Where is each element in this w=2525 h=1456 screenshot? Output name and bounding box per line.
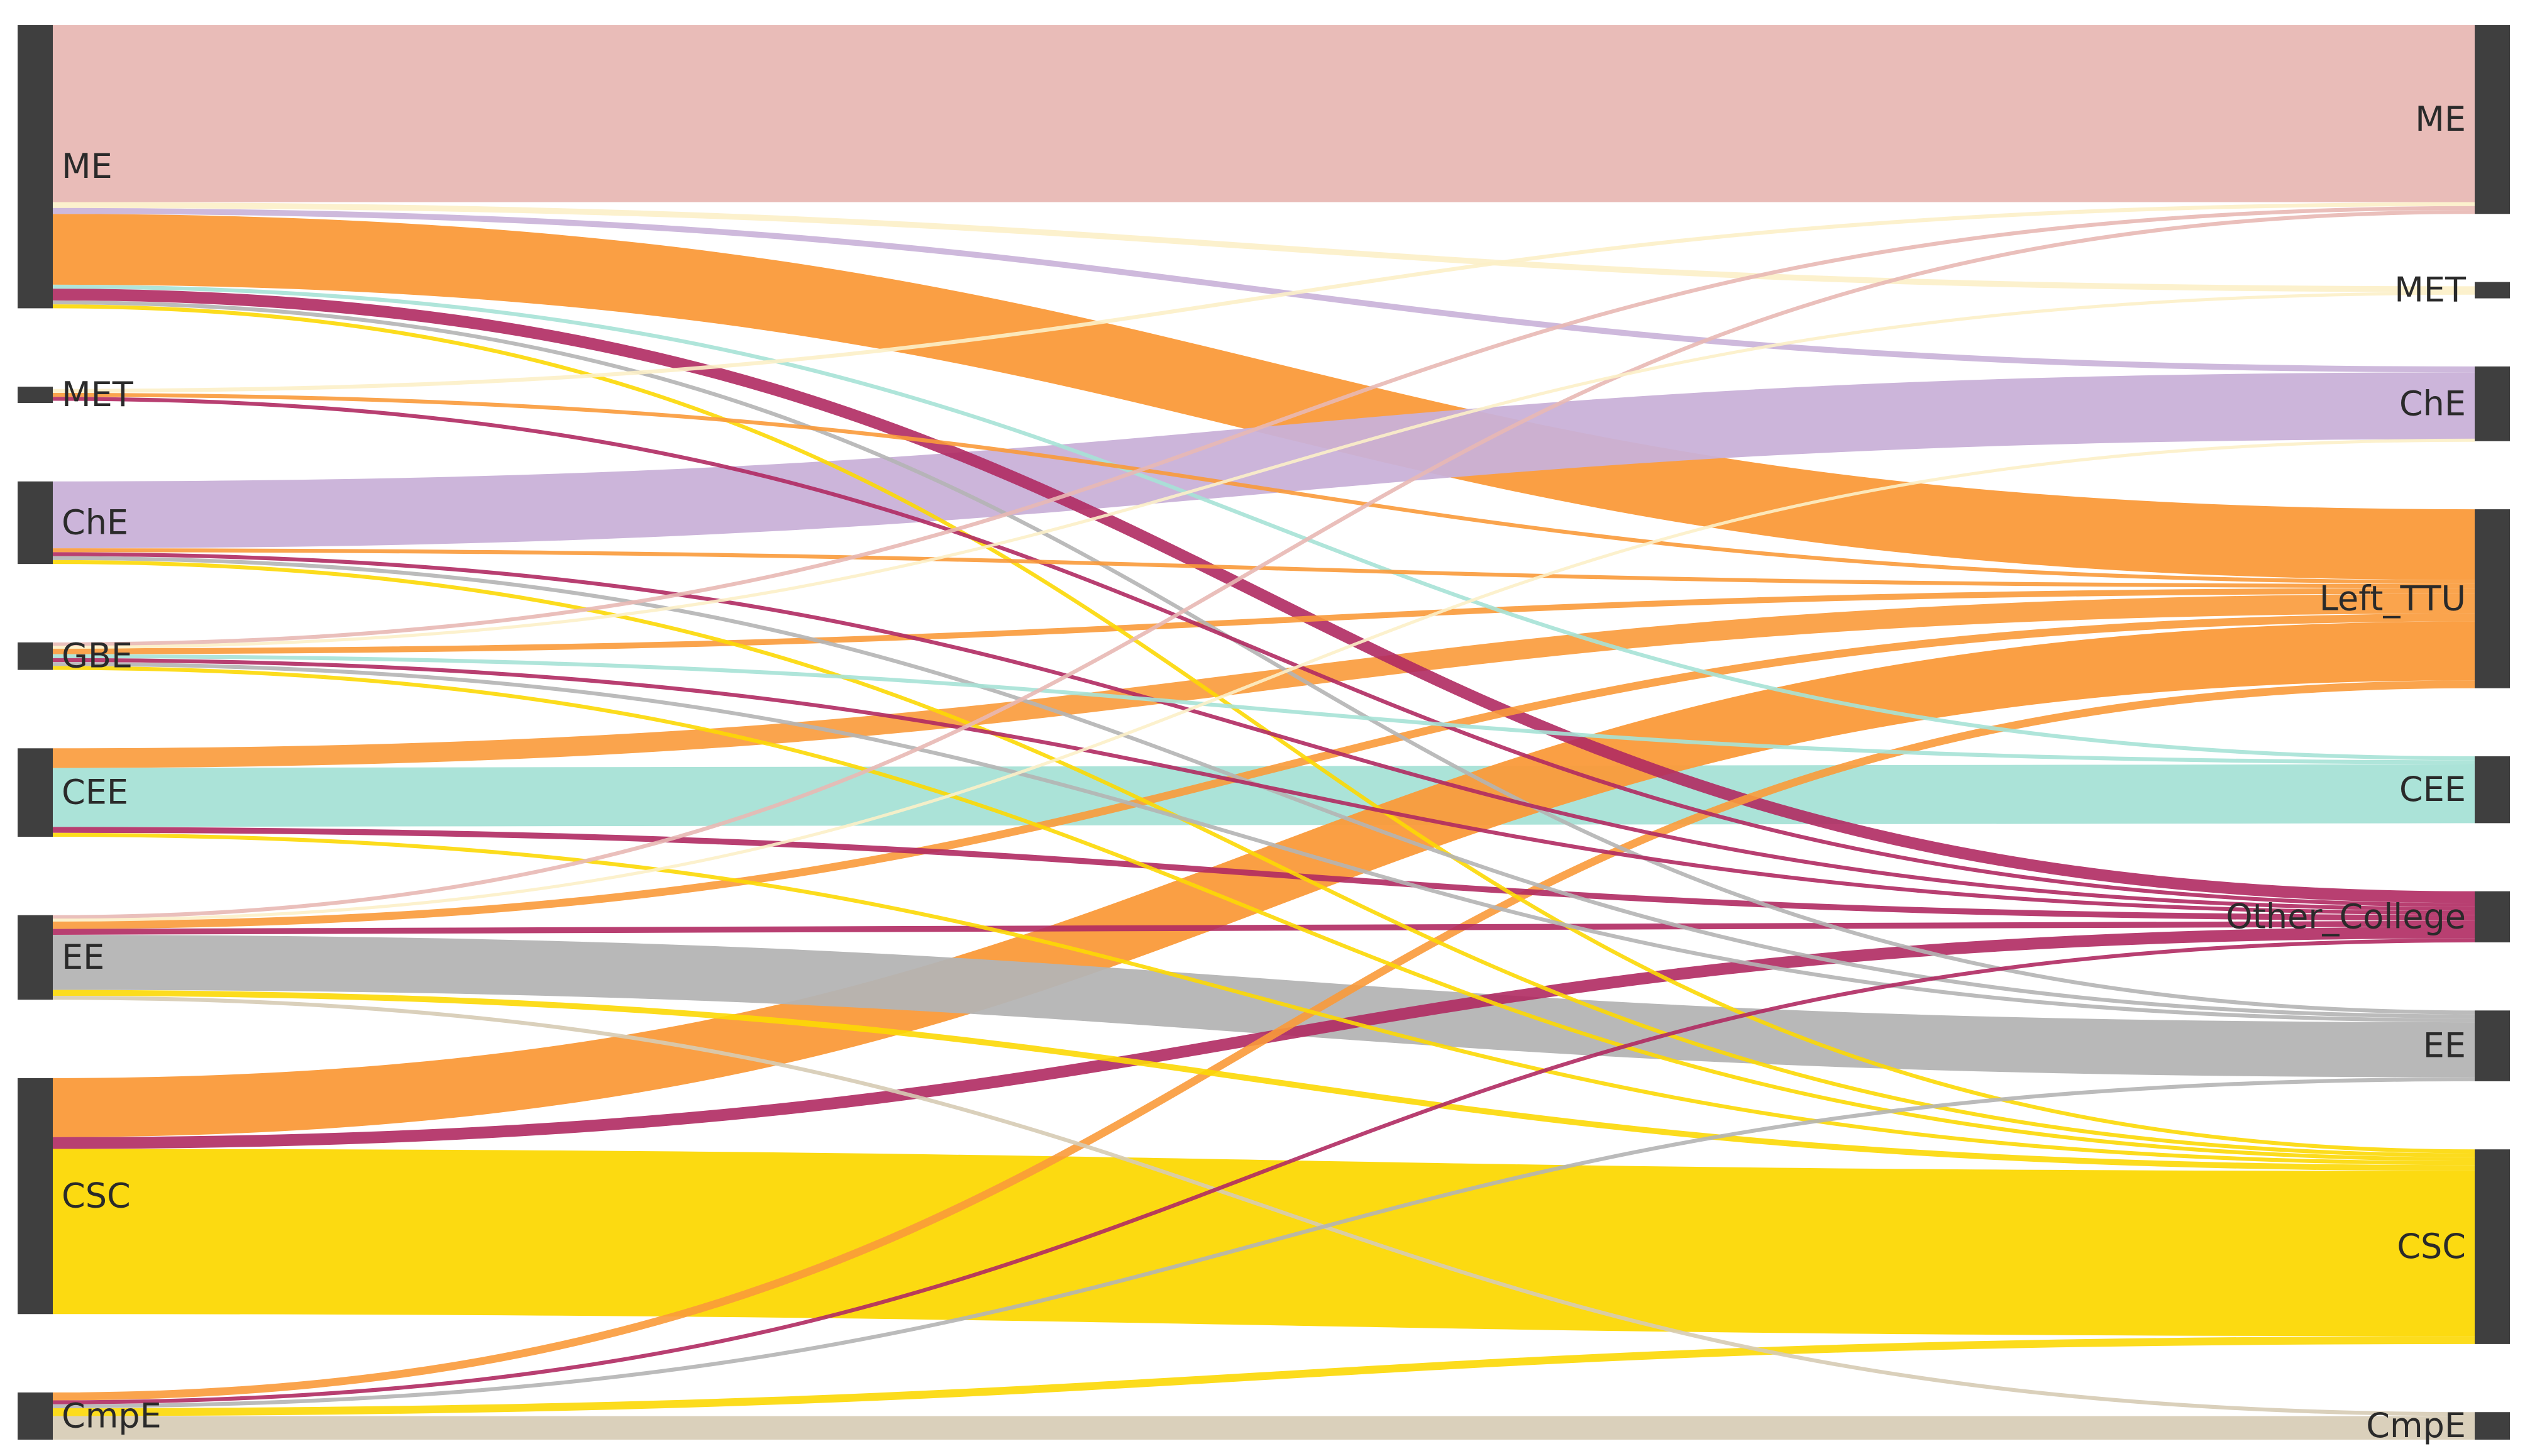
- right-node-label: EE: [2423, 1026, 2466, 1066]
- flow-ChE-to-Left_TTU[interactable]: [52, 548, 2475, 588]
- right-node-label: Left_TTU: [2319, 578, 2466, 618]
- flow-ME-to-CEE[interactable]: [52, 284, 2475, 761]
- left-node-che[interactable]: [18, 481, 53, 565]
- left-node-gbe[interactable]: [18, 642, 53, 670]
- left-node-csc[interactable]: [18, 1078, 53, 1315]
- flow-MET-to-Other_College[interactable]: [52, 397, 2475, 907]
- flow-EE-to-CmpE[interactable]: [52, 995, 2475, 1416]
- right-node-met[interactable]: [2475, 282, 2510, 299]
- right-node-other-college[interactable]: [2475, 891, 2510, 943]
- right-node-che[interactable]: [2475, 366, 2510, 441]
- sankey-links: [52, 25, 2475, 1440]
- flow-ChE-to-ChE[interactable]: [52, 372, 2475, 549]
- right-node-cmpe[interactable]: [2475, 1412, 2510, 1440]
- flow-MET-to-Left_TTU[interactable]: [52, 392, 2475, 584]
- right-node-cee[interactable]: [2475, 756, 2510, 824]
- left-node-label: ChE: [62, 502, 128, 542]
- right-node-label: CEE: [2399, 769, 2466, 809]
- flow-CEE-to-CSC[interactable]: [52, 832, 2475, 1166]
- flow-ME-to-MET[interactable]: [52, 202, 2475, 292]
- left-node-label: CmpE: [62, 1396, 162, 1435]
- left-node-label: MET: [62, 375, 134, 414]
- right-node-label: ChE: [2399, 383, 2466, 423]
- flow-EE-to-CSC[interactable]: [52, 990, 2475, 1171]
- flow-ChE-to-CSC[interactable]: [52, 560, 2475, 1157]
- left-node-ee[interactable]: [18, 915, 53, 1000]
- right-node-me[interactable]: [2475, 25, 2510, 214]
- right-node-ee[interactable]: [2475, 1010, 2510, 1081]
- flow-EE-to-ChE[interactable]: [52, 438, 2475, 922]
- flow-MET-to-ME[interactable]: [52, 202, 2475, 393]
- flow-CmpE-to-CSC[interactable]: [52, 1336, 2475, 1416]
- sankey-labels: ME MET ChE GBE CEE EE CSC CmpE ME MET ChE Left_TTU C…: [62, 99, 2467, 1445]
- flow-GBE-to-ME[interactable]: [52, 206, 2475, 647]
- flow-ME-to-Left_TTU[interactable]: [52, 214, 2475, 580]
- left-node-label: GBE: [62, 636, 133, 676]
- flow-ChE-to-Other_College[interactable]: [52, 552, 2475, 911]
- flow-CEE-to-Other_College[interactable]: [52, 827, 2475, 921]
- left-node-me[interactable]: [18, 25, 53, 309]
- flow-GBE-to-Other_College[interactable]: [52, 658, 2475, 915]
- right-node-label: ME: [2415, 99, 2466, 139]
- left-node-cee[interactable]: [18, 748, 53, 837]
- flow-CmpE-to-Left_TTU[interactable]: [52, 680, 2475, 1401]
- flow-GBE-to-EE[interactable]: [52, 662, 2475, 1023]
- flow-EE-to-EE[interactable]: [52, 935, 2475, 1078]
- flow-ME-to-CSC[interactable]: [52, 304, 2475, 1154]
- sankey-nodes: [18, 25, 2510, 1440]
- flow-EE-to-Other_College[interactable]: [52, 920, 2475, 935]
- flow-GBE-to-CSC[interactable]: [52, 666, 2475, 1162]
- flow-EE-to-Left_TTU[interactable]: [52, 613, 2475, 929]
- flow-GBE-to-MET[interactable]: [52, 291, 2475, 649]
- flow-ME-to-Other_College[interactable]: [52, 289, 2475, 903]
- flow-CSC-to-Left_TTU[interactable]: [52, 621, 2475, 1137]
- flow-ME-to-ChE[interactable]: [52, 207, 2475, 373]
- flow-CmpE-to-Other_College[interactable]: [52, 938, 2475, 1404]
- left-node-label: CSC: [62, 1176, 131, 1216]
- right-node-left-ttu[interactable]: [2475, 509, 2510, 688]
- right-node-label: CSC: [2397, 1227, 2466, 1266]
- flow-CmpE-to-EE[interactable]: [52, 1077, 2475, 1408]
- left-node-label: ME: [62, 146, 113, 186]
- right-node-csc[interactable]: [2475, 1149, 2510, 1344]
- flow-GBE-to-CEE[interactable]: [52, 654, 2475, 764]
- flow-GBE-to-Left_TTU[interactable]: [52, 588, 2475, 654]
- left-node-label: EE: [62, 937, 104, 977]
- left-node-cmpe[interactable]: [18, 1392, 53, 1440]
- right-node-label: MET: [2394, 270, 2467, 310]
- flow-EE-to-ME[interactable]: [52, 210, 2475, 919]
- right-node-label: CmpE: [2366, 1406, 2466, 1445]
- flow-ME-to-EE[interactable]: [52, 300, 2475, 1015]
- right-node-label: Other_College: [2226, 896, 2466, 936]
- left-node-label: CEE: [62, 773, 128, 812]
- left-node-met[interactable]: [18, 387, 53, 404]
- flow-CEE-to-CEE[interactable]: [52, 764, 2475, 827]
